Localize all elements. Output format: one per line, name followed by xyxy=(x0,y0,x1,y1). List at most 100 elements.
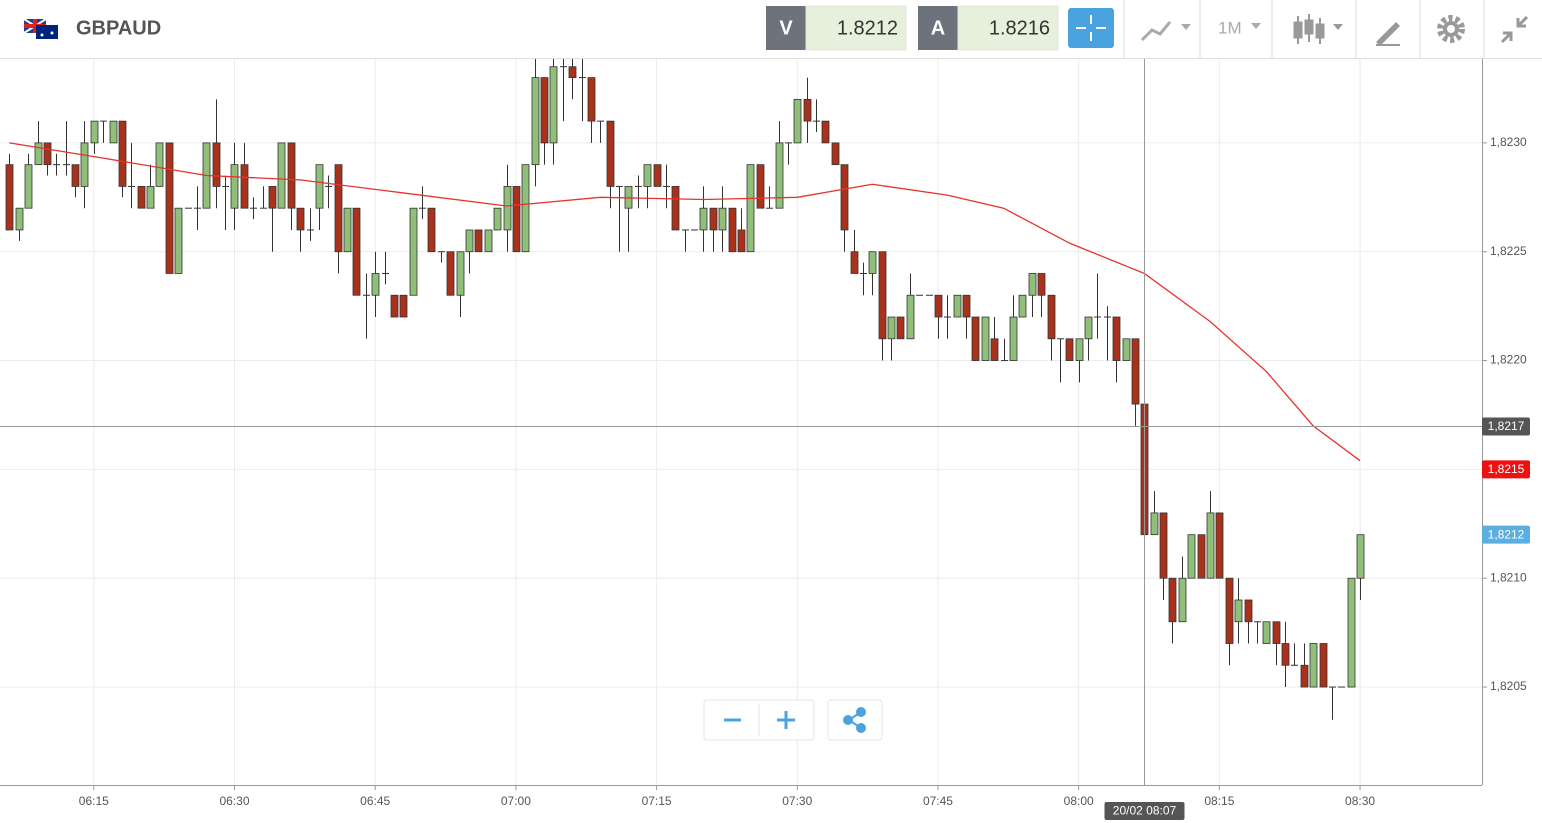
y-tick-label: 1,8220 xyxy=(1490,353,1527,367)
candle xyxy=(821,120,830,144)
candle-body xyxy=(671,186,680,231)
candle-body xyxy=(1178,577,1187,623)
candle-body xyxy=(118,120,127,187)
candle xyxy=(606,120,615,209)
candle xyxy=(1178,556,1187,623)
candle-body xyxy=(155,142,164,187)
candle xyxy=(315,164,324,230)
timeframe-arrow xyxy=(1251,23,1261,29)
candle-body xyxy=(850,251,859,274)
candle-body xyxy=(793,98,802,144)
price-tag: 1,8215 xyxy=(1488,462,1525,476)
bid-button[interactable] xyxy=(766,6,806,50)
candle-body xyxy=(1225,577,1234,644)
candle-body xyxy=(296,207,305,231)
candle xyxy=(1009,295,1018,361)
candle xyxy=(1001,338,1008,362)
candle-body xyxy=(165,142,174,274)
zoom-in[interactable] xyxy=(777,711,795,729)
separators xyxy=(1123,0,1485,58)
bid-box[interactable] xyxy=(805,5,907,51)
candle xyxy=(896,316,905,340)
candle-body xyxy=(456,251,465,296)
candle xyxy=(1168,577,1177,644)
candle-body xyxy=(1206,512,1215,579)
candle-body xyxy=(803,98,812,122)
timeframe[interactable]: 1M xyxy=(1218,18,1242,37)
candle-body xyxy=(896,316,905,340)
candle xyxy=(390,294,399,318)
candle xyxy=(1159,512,1168,600)
toolbar: GBPAUD V 1.8212 A 1.8216 1M xyxy=(0,0,1542,59)
candle xyxy=(174,207,183,274)
draw-button[interactable] xyxy=(1376,22,1400,46)
crosshair-x-label: 20/02 08:07 xyxy=(1113,804,1177,818)
crosshair-x-tag xyxy=(1104,802,1185,820)
candle-body xyxy=(1122,338,1131,361)
y-tick-label: 1,8210 xyxy=(1490,570,1527,584)
candle-body xyxy=(868,251,877,274)
candle xyxy=(409,207,418,296)
candle xyxy=(635,175,642,209)
candle-body xyxy=(962,294,971,318)
candle xyxy=(887,316,896,361)
candle-body xyxy=(1244,599,1253,623)
candle-body xyxy=(1234,599,1243,623)
ask-box[interactable] xyxy=(957,5,1059,51)
candle xyxy=(155,142,164,187)
price-tag-box xyxy=(1482,525,1530,544)
candle xyxy=(1057,338,1064,383)
indicator-button[interactable] xyxy=(1140,21,1191,42)
share-icon xyxy=(843,707,866,733)
candle-body xyxy=(1037,273,1046,296)
candle-body xyxy=(840,164,849,231)
candle-body xyxy=(1112,316,1121,361)
candle-body xyxy=(540,77,549,144)
candle xyxy=(793,98,802,144)
candle xyxy=(5,153,14,231)
candle-body xyxy=(1028,273,1037,296)
y-tick-label: 1,8230 xyxy=(1490,135,1527,149)
candle-body xyxy=(549,66,558,144)
share-box[interactable] xyxy=(827,699,883,741)
candle-body xyxy=(653,164,662,187)
ask-button[interactable] xyxy=(918,6,958,50)
candle xyxy=(512,186,521,253)
candle-body xyxy=(1084,316,1093,340)
crosshair-button[interactable] xyxy=(1068,8,1114,48)
candle xyxy=(260,186,267,209)
candle-body xyxy=(109,120,118,144)
candle xyxy=(1131,338,1140,426)
candle xyxy=(503,164,512,252)
candle xyxy=(24,153,33,209)
candle xyxy=(1254,621,1261,644)
candle xyxy=(906,273,915,340)
candle xyxy=(465,229,474,274)
candle-body xyxy=(887,316,896,340)
chart-type-button[interactable] xyxy=(1293,14,1343,44)
candle xyxy=(775,121,784,209)
settings-button[interactable] xyxy=(1437,15,1465,43)
candle-body xyxy=(503,186,512,231)
collapse-button[interactable] xyxy=(1500,15,1529,44)
candle xyxy=(307,208,314,241)
candle-body xyxy=(268,186,277,209)
candle-body xyxy=(981,316,990,361)
candle xyxy=(860,262,867,296)
candle xyxy=(325,175,332,209)
candle-body xyxy=(568,66,577,78)
candle-body xyxy=(1009,316,1018,361)
candle xyxy=(427,207,436,253)
candle xyxy=(579,55,586,122)
candle xyxy=(709,207,718,252)
candle xyxy=(1084,316,1093,361)
candle xyxy=(63,121,70,176)
candle xyxy=(587,77,596,143)
x-tick-label: 08:00 xyxy=(1064,794,1094,808)
candle xyxy=(493,207,502,231)
y-tick-label: 1,8225 xyxy=(1490,244,1527,258)
candle xyxy=(128,142,135,209)
candle xyxy=(944,295,951,339)
candle-body xyxy=(465,229,474,253)
